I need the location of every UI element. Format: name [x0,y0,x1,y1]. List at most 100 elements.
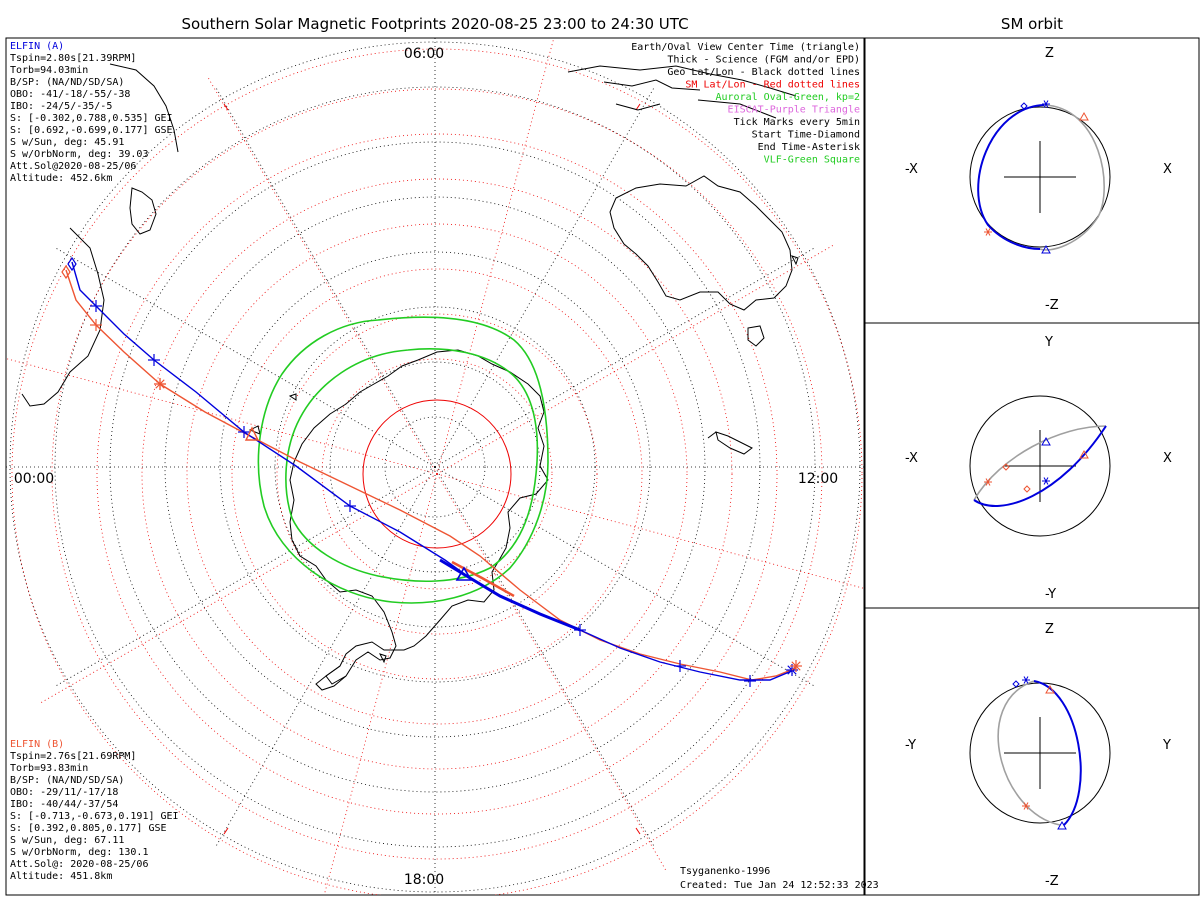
geo-lat-circle [164,196,706,738]
elfin-a-info-line: IBO: -24/5/-35/-5 [10,101,112,112]
elfin-a-center-triangle [455,566,473,581]
elfin-a-orbit [973,425,1107,507]
legend-entry: Tick Marks every 5min [734,117,860,128]
legend-entry: Start Time-Diamond [752,130,860,141]
elfin-b-asterisk [155,379,165,389]
australia-coastline [609,175,793,311]
sm-lon-line [436,243,836,475]
elfin-a-science-segment [439,558,581,632]
sm-grid-tick [635,827,641,835]
elfin-a-name: ELFIN (A) [10,41,64,52]
orbit-panels-frame [864,37,1200,896]
coastlines [21,63,799,691]
orbit-triangle-marker [1079,111,1089,121]
sm-orbit-title: SM orbit [1001,15,1063,33]
elfin-b-info-line: S: [-0.713,-0.673,0.191] GEI [10,811,179,822]
elfin-a-info-line: S: [0.692,-0.699,0.177] GSE [10,125,173,136]
orbit-triangle-marker [1045,684,1055,694]
legend-entry: VLF-Green Square [764,155,860,166]
auroral-oval-inner [285,348,539,582]
elfin-b-info-line: Altitude: 451.8km [10,871,112,882]
legend-entry: SM Lat/Lon - Red dotted lines [685,80,860,91]
elfin-b-end-asterisk [791,661,801,671]
sm-lon-line [436,473,668,873]
sm-orbit-panels: Z -Z -X X Y -Y -X X Z -Z -Y Y [905,46,1172,889]
orbit-asterisk-marker [1043,477,1049,485]
elfin-b-info-line: S w/Sun, deg: 67.11 [10,835,124,846]
elfin-a-info-line: S w/Sun, deg: 45.91 [10,137,124,148]
elfin-b-science-segment [451,560,515,598]
indonesia-coastline [567,65,797,97]
sm-lon-line [38,473,438,705]
africa-coastline [109,63,179,153]
axis-label-right: Y [1162,738,1171,753]
elfin-b-start-diamond [61,264,71,280]
orbit-asterisk-marker [1043,100,1049,108]
axis-label-left: -Y [905,738,916,753]
geo-lon-line [434,85,656,468]
elfin-b-info-line: Tspin=2.76s[21.69RPM] [10,751,136,762]
time-label-18: 18:00 [404,872,444,888]
peninsula-coastline [315,665,347,691]
axis-label-down: -Z [1045,874,1059,889]
elfin-a-info-line: S w/OrbNorm, deg: 39.03 [10,149,148,160]
geo-lon-line [214,85,436,468]
elfin-a-info-line: Att.Sol@2020-08-25/06 [10,161,136,172]
tasmania-coastline [747,325,765,347]
sm-lat-circle [186,223,688,725]
orbit-triangle-marker [1057,820,1067,830]
elfin-b-info-line: Torb=93.83min [10,763,88,774]
sm-lon-line [436,38,555,475]
elfin-b-orbit [997,680,1061,826]
sm-lon-line [323,473,438,895]
elfin-a-info-line: OBO: -41/-18/-55/-38 [10,89,130,100]
elfin-b-orbit [973,425,1107,501]
axis-label-up: Z [1045,622,1054,637]
earth-reference-circle [969,395,1111,537]
elfin-b-info-line: IBO: -40/44/-37/54 [10,799,118,810]
south-america-coastline [21,227,105,407]
elfin-b-footprint-track [65,269,797,681]
elfin-a-start-diamond [67,256,77,272]
sm-lon-line [6,358,438,475]
elfin-b-info-line: OBO: -29/11/-17/18 [10,787,118,798]
legend-entry: Geo Lat/Lon - Black dotted lines [667,67,860,78]
orbit-diamond-marker [1002,463,1010,471]
axis-label-up: Z [1045,46,1054,61]
elfin-a-info-line: Tspin=2.80s[21.39RPM] [10,53,136,64]
axis-label-up: Y [1044,335,1053,350]
orbit-asterisk-marker [985,228,991,236]
orbit-triangle-marker [1041,436,1051,446]
geo-lon-line [434,466,817,688]
sm-grid-tick [635,103,641,111]
sm-lat-circle [321,358,553,590]
sm-grid-tick [223,103,229,111]
legend-entry: Auroral Oval-Green, kp=2 [716,92,861,103]
created-timestamp: Created: Tue Jan 24 12:52:33 2023 [680,880,879,891]
axis-label-right: X [1163,162,1172,177]
axis-label-down: -Z [1045,298,1059,313]
elfin-a-info-line: B/SP: (NA/ND/SD/SA) [10,77,124,88]
sm-lon-line [436,473,864,589]
earth-reference-circle [969,106,1111,248]
legend-entry: Thick - Science (FGM and/or EPD) [667,55,860,66]
elfin-a-info-line: Altitude: 452.6km [10,173,112,184]
geo-lon-line [53,246,436,468]
legend-entry: End Time-Asterisk [758,142,860,153]
time-label-12: 12:00 [798,471,838,487]
geo-lon-line [434,246,817,468]
axis-label-right: X [1163,451,1172,466]
orbit-diamond-marker [1023,485,1031,493]
sm-orbit-panel-2: Y -Y -X X [905,335,1172,602]
elfin-a-info-line: Torb=94.03min [10,65,88,76]
elfin-b-info-line: B/SP: (NA/ND/SD/SA) [10,775,124,786]
axis-label-left: -X [905,451,918,466]
model-label: Tsyganenko-1996 [680,866,770,877]
orbit-triangle-marker [1041,244,1051,254]
axis-label-down: -Y [1045,587,1056,602]
madagascar-coastline [129,187,157,235]
elfin-b-center-triangle [244,426,260,441]
sm-pole-circle [362,399,512,549]
elfin-a-info: ELFIN (A)Tspin=2.80s[21.39RPM]Torb=94.03… [10,41,173,184]
